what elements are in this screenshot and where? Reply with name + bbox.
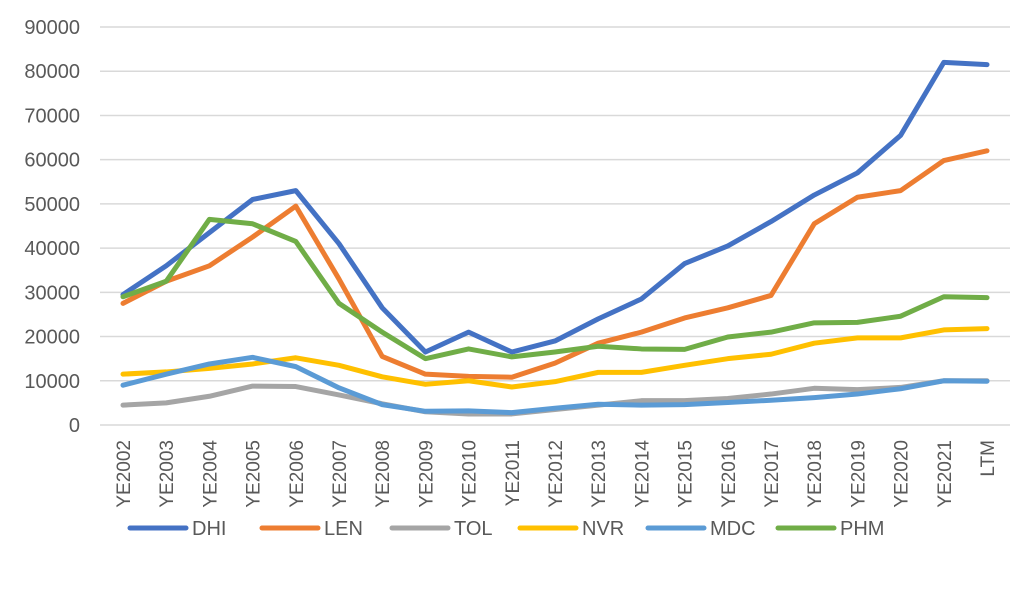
y-tick-label: 60000 [24, 150, 80, 172]
series-line-len [120, 148, 990, 380]
x-tick-label: YE2005 [244, 440, 265, 508]
x-tick-label: YE2012 [546, 440, 567, 508]
x-tick-label: YE2019 [848, 440, 869, 508]
gridlines [100, 26, 1010, 426]
series-lines [120, 59, 990, 417]
y-tick-label: 30000 [24, 282, 80, 304]
x-tick-label: YE2010 [460, 440, 481, 508]
y-tick-label: 10000 [24, 371, 80, 393]
legend-label-tol: TOL [454, 518, 493, 540]
x-tick-label: YE2003 [157, 440, 178, 508]
legend-label-len: LEN [324, 518, 363, 540]
x-tick-label: YE2020 [892, 440, 913, 508]
series-line-mdc [120, 354, 990, 416]
y-tick-label: 90000 [24, 17, 80, 39]
series-line-phm [120, 216, 990, 362]
x-axis-tick-labels: YE2002 YE2003 YE2004 YE2005 YE2006 YE2007 YE20… [114, 440, 999, 508]
x-tick-label: YE2009 [416, 440, 437, 508]
y-tick-label: 0 [69, 415, 80, 437]
x-tick-label: YE2011 [503, 440, 524, 506]
x-tick-label: YE2007 [330, 440, 351, 508]
x-tick-label: YE2014 [632, 440, 653, 508]
x-tick-label: YE2008 [373, 440, 394, 508]
legend: DHI LEN TOL NVR MDC PHM [127, 518, 884, 540]
x-tick-label: YE2017 [762, 440, 783, 508]
y-tick-label: 80000 [24, 61, 80, 83]
x-tick-label: YE2021 [935, 440, 956, 508]
y-tick-label: 70000 [24, 105, 80, 127]
y-axis-tick-labels: 0 10000 20000 30000 40000 50000 60000 70000 8000… [24, 17, 80, 437]
y-tick-label: 40000 [24, 238, 80, 260]
x-tick-label: YE2016 [719, 440, 740, 508]
x-tick-label: YE2018 [805, 440, 826, 508]
legend-label-mdc: MDC [710, 518, 756, 540]
x-tick-label: YE2004 [200, 440, 221, 508]
x-tick-label: YE2002 [114, 440, 135, 508]
legend-label-dhi: DHI [192, 518, 226, 540]
y-tick-label: 20000 [24, 327, 80, 349]
x-tick-label: YE2015 [676, 440, 697, 508]
x-tick-label: YE2013 [589, 440, 610, 508]
legend-label-nvr: NVR [582, 518, 624, 540]
y-tick-label: 50000 [24, 194, 80, 216]
series-line-dhi [120, 59, 990, 355]
x-tick-label: YE2006 [287, 440, 308, 508]
legend-label-phm: PHM [840, 518, 884, 540]
x-tick-label: LTM [978, 440, 999, 477]
